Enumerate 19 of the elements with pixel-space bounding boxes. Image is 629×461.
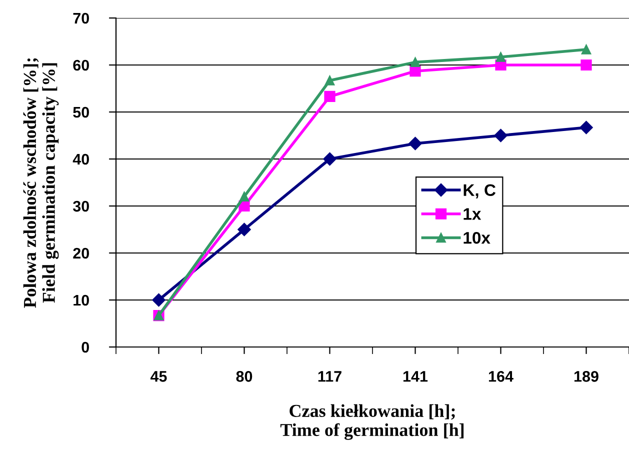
legend-label: K, C [464, 184, 496, 198]
y-tick-label: 70 [73, 12, 89, 24]
y-tick-label: 50 [73, 106, 89, 118]
legend-label: 1x [464, 208, 482, 220]
x-tick-label: 117 [318, 371, 342, 382]
y-tick-label: 60 [73, 60, 89, 71]
y-tick-label: 30 [72, 200, 89, 212]
legend-label: 10x [464, 232, 490, 244]
x-tick-label: 189 [574, 371, 598, 382]
y-axis-title: Polowa zdolność wschodów [%]; Field germination capacity [%] [23, 58, 59, 308]
y-tick-label: 0 [82, 342, 89, 353]
y-tick-label: 40 [72, 154, 89, 165]
x-tick-label: 164 [488, 371, 514, 382]
y-tick-label: 20 [73, 248, 89, 259]
x-tick-label: 45 [150, 371, 167, 382]
y-tick-label: 10 [74, 294, 89, 306]
x-axis-title: Czas kiełkowania [h]; Time of germination [h] [280, 404, 464, 440]
x-tick-label: 80 [236, 371, 252, 382]
x-tick-label: 141 [403, 371, 428, 382]
